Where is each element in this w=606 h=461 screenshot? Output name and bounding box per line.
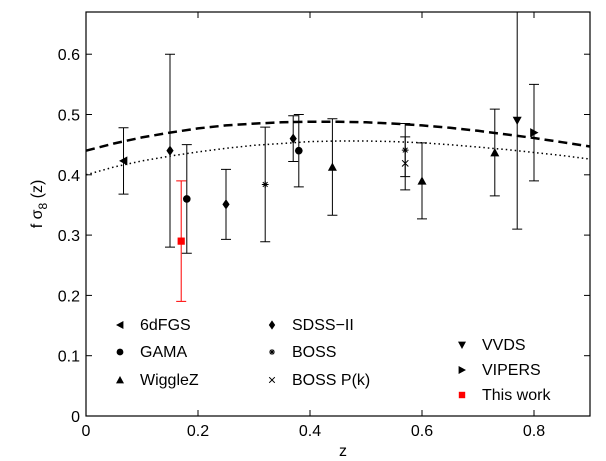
- legend: 6dFGS GAMA WiggleZ SDSS−II BOSS BOSS P(k) VVDS…: [116, 317, 551, 404]
- legend-label: BOSS: [292, 344, 336, 361]
- data-point: [512, 116, 522, 126]
- legend-label: VIPERS: [482, 362, 541, 379]
- data-point: [490, 147, 500, 157]
- x-tick-label: 0.8: [523, 423, 545, 440]
- data-point: [119, 156, 128, 166]
- legend-label: VVDS: [482, 337, 526, 354]
- x-tick-label: 0: [82, 423, 91, 440]
- legend-marker: [458, 366, 466, 374]
- data-point: [401, 146, 409, 154]
- data-point: [327, 162, 337, 171]
- legend-label: This work: [482, 387, 551, 404]
- legend-marker: [268, 376, 276, 384]
- data-point: [222, 199, 230, 210]
- data-point: [177, 237, 185, 245]
- legend-marker: [269, 349, 275, 355]
- legend-marker: [458, 341, 466, 349]
- y-tick-label: 0.2: [58, 288, 80, 305]
- y-axis-title-subscript: 8: [36, 203, 50, 210]
- data-point: [530, 128, 539, 138]
- x-tick-label: 0.2: [187, 423, 209, 440]
- data-point: [294, 146, 303, 155]
- y-tick-label: 0.4: [58, 168, 80, 185]
- legend-marker: [116, 348, 124, 356]
- axes: 0 0.2 0.4 0.6 0.8 0 0.1 0.2 0.3 0.4 0.5 0.6: [58, 11, 591, 440]
- y-tick-label: 0.6: [58, 47, 80, 64]
- plot-frame: [85, 11, 591, 417]
- legend-label: SDSS−II: [292, 317, 354, 334]
- legend-label: BOSS P(k): [292, 372, 370, 389]
- legend-marker: [116, 376, 124, 384]
- data-point: [261, 181, 269, 188]
- y-axis-title: f σ8 (z): [29, 180, 50, 229]
- y-tick-label: 0.5: [58, 108, 80, 125]
- y-tick-label: 0.1: [58, 349, 80, 366]
- legend-marker: [268, 320, 276, 330]
- legend-marker: [458, 391, 466, 399]
- y-axis-title-main: f σ: [29, 209, 46, 228]
- x-axis-title: z: [339, 443, 347, 460]
- data-point: [401, 159, 409, 167]
- data-point: [166, 145, 174, 156]
- x-tick-label: 0.6: [411, 423, 433, 440]
- legend-label: 6dFGS: [140, 317, 191, 334]
- data-point: [289, 133, 297, 144]
- data-markers: [119, 116, 539, 245]
- legend-label: GAMA: [140, 344, 187, 361]
- data-point: [417, 176, 427, 185]
- data-point: [182, 195, 191, 203]
- x-tick-label: 0.4: [299, 423, 321, 440]
- legend-label: WiggleZ: [140, 372, 199, 389]
- y-tick-label: 0: [71, 409, 80, 426]
- y-axis-title-suffix: (z): [29, 180, 46, 203]
- y-tick-label: 0.3: [58, 228, 80, 245]
- legend-marker: [116, 321, 124, 329]
